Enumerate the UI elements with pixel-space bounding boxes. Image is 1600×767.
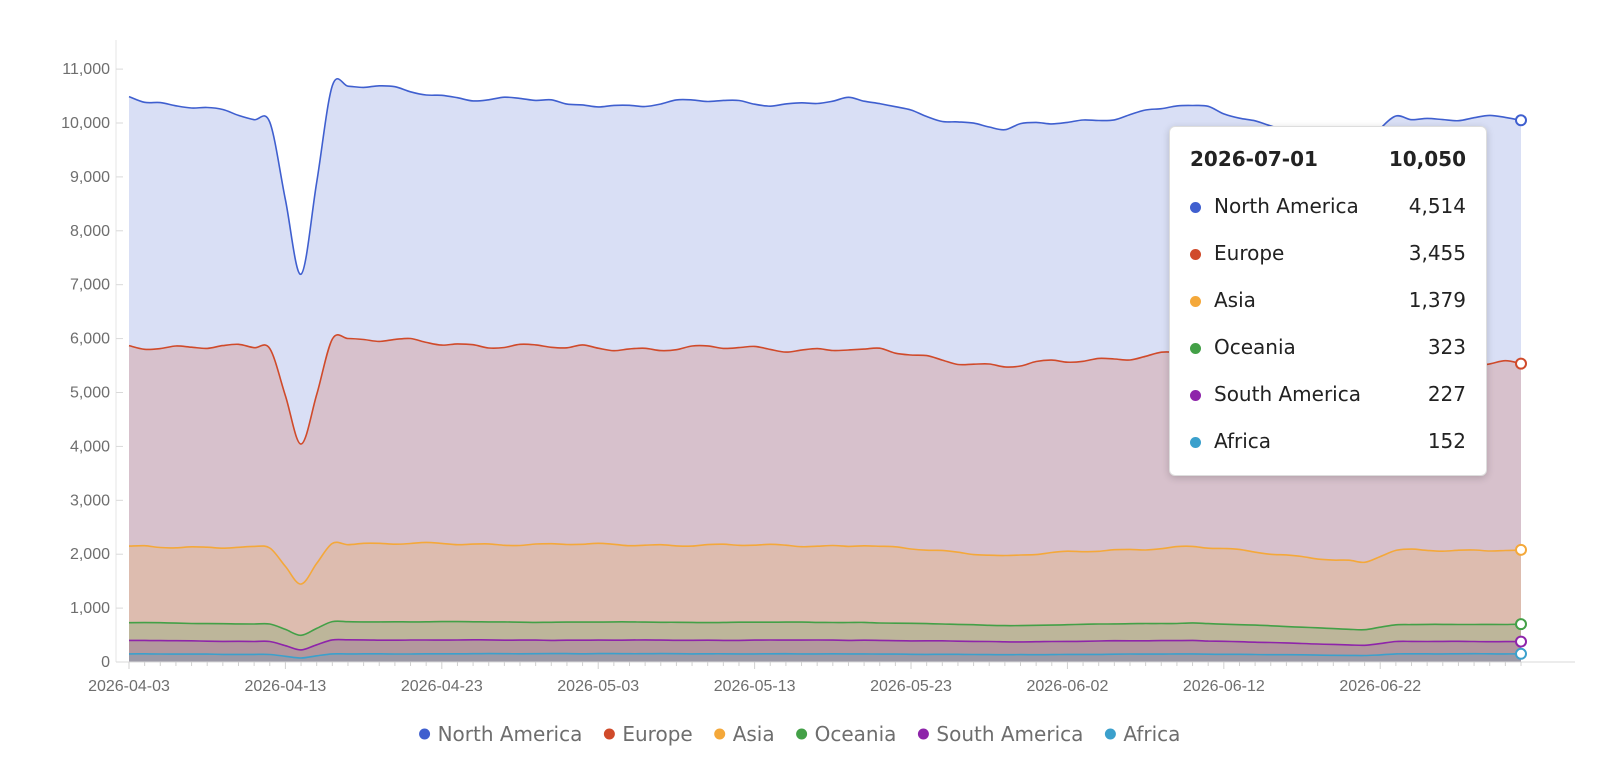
legend-dot — [419, 728, 431, 740]
x-tick-label: 2026-06-02 — [1027, 678, 1109, 695]
tooltip-dot — [1190, 202, 1201, 213]
x-tick-label: 2026-05-13 — [714, 678, 796, 695]
legend-dot — [917, 728, 929, 740]
tooltip-series-value: 4,514 — [1408, 194, 1466, 218]
asia-area — [129, 542, 1521, 662]
y-tick-label: 7,000 — [70, 277, 110, 294]
x-tick-label: 2026-05-23 — [870, 678, 952, 695]
y-tick-label: 5,000 — [70, 385, 110, 402]
x-tick-label: 2026-04-23 — [401, 678, 483, 695]
legend-dot — [714, 728, 726, 740]
legend-label: North America — [438, 722, 583, 746]
tooltip-header: 2026-07-01 10,050 — [1190, 147, 1466, 173]
tooltip-series-value: 227 — [1427, 382, 1466, 406]
tooltip-row: Oceania 323 — [1190, 335, 1466, 363]
y-tick-label: 4,000 — [70, 438, 110, 455]
tooltip-series-name: Africa — [1214, 429, 1272, 453]
africa-end-marker — [1515, 647, 1527, 660]
tooltip-date: 2026-07-01 — [1190, 147, 1318, 171]
x-tick-label: 2026-05-03 — [557, 678, 639, 695]
tooltip-series-name: Oceania — [1214, 335, 1296, 359]
y-tick-label: 9,000 — [70, 169, 110, 186]
legend-dot — [603, 728, 615, 740]
legend-dot — [1104, 728, 1116, 740]
tooltip-series-value: 152 — [1427, 429, 1466, 453]
south-america-end-marker — [1515, 635, 1527, 648]
x-tick-label: 2026-04-13 — [244, 678, 326, 695]
x-tick-label: 2026-04-03 — [88, 678, 170, 695]
tooltip-series-value: 1,379 — [1408, 288, 1466, 312]
legend-dot — [796, 728, 808, 740]
tooltip-row: South America 227 — [1190, 382, 1466, 410]
y-tick-label: 10,000 — [61, 115, 110, 132]
y-tick-label: 3,000 — [70, 492, 110, 509]
europe-end-marker — [1515, 357, 1527, 370]
tooltip-series-value: 3,455 — [1408, 241, 1466, 265]
tooltip-series-name: Europe — [1214, 241, 1285, 265]
africa-area — [129, 653, 1521, 662]
axes-layer: 0 1,000 2,000 3,000 4,000 5,000 6,000 7,000 8,00… — [61, 40, 1575, 695]
asia-end-marker — [1515, 543, 1527, 556]
y-tick-label: 8,000 — [70, 223, 110, 240]
y-tick-label: 2,000 — [70, 546, 110, 563]
tooltip: 2026-07-01 10,050 North America 4,514 Euro… — [1169, 126, 1487, 476]
asia-line — [128, 541, 1522, 585]
tooltip-row: Europe 3,455 — [1190, 241, 1466, 269]
tooltip-series-value: 323 — [1427, 335, 1466, 359]
tooltip-series-name: Asia — [1214, 288, 1256, 312]
x-tick-label: 2026-06-12 — [1183, 678, 1265, 695]
oceania-end-marker — [1515, 618, 1527, 631]
legend-item-europe[interactable]: Europe — [603, 722, 693, 746]
north-america-end-marker — [1515, 114, 1527, 127]
legend-item-asia[interactable]: Asia — [714, 722, 775, 746]
y-tick-label: 1,000 — [70, 600, 110, 617]
tooltip-dot — [1190, 390, 1201, 401]
south-america-area — [129, 639, 1521, 662]
legend-item-africa[interactable]: Africa — [1104, 722, 1181, 746]
y-tick-label: 11,000 — [62, 61, 110, 78]
legend-label: Africa — [1123, 722, 1180, 746]
end-markers — [1515, 114, 1527, 660]
y-tick-label: 6,000 — [70, 331, 110, 348]
tooltip-dot — [1190, 343, 1201, 354]
x-tick-label: 2026-06-22 — [1339, 678, 1421, 695]
y-tick-label: 0 — [101, 654, 110, 671]
legend-label: Asia — [733, 722, 775, 746]
south-america-line — [128, 638, 1521, 651]
tooltip-row: Africa 152 — [1190, 429, 1466, 457]
tooltip-dot — [1190, 296, 1201, 307]
legend: North America Europe Asia Oceania South Amer… — [419, 722, 1180, 746]
oceania-area — [129, 621, 1521, 662]
legend-item-oceania[interactable]: Oceania — [796, 722, 896, 746]
tooltip-dot — [1190, 437, 1201, 448]
tooltip-row: Asia 1,379 — [1190, 288, 1466, 316]
tooltip-series-name: North America — [1214, 194, 1359, 218]
tooltip-series-name: South America — [1214, 382, 1361, 406]
tooltip-row: North America 4,514 — [1190, 194, 1466, 222]
legend-label: Oceania — [815, 722, 897, 746]
legend-label: Europe — [622, 722, 692, 746]
legend-item-south-america[interactable]: South America — [917, 722, 1083, 746]
tooltip-total: 10,050 — [1388, 147, 1466, 171]
africa-line — [128, 652, 1522, 659]
oceania-line — [128, 620, 1522, 637]
tooltip-dot — [1190, 249, 1201, 260]
legend-label: South America — [936, 722, 1083, 746]
legend-item-north-america[interactable]: North America — [419, 722, 582, 746]
